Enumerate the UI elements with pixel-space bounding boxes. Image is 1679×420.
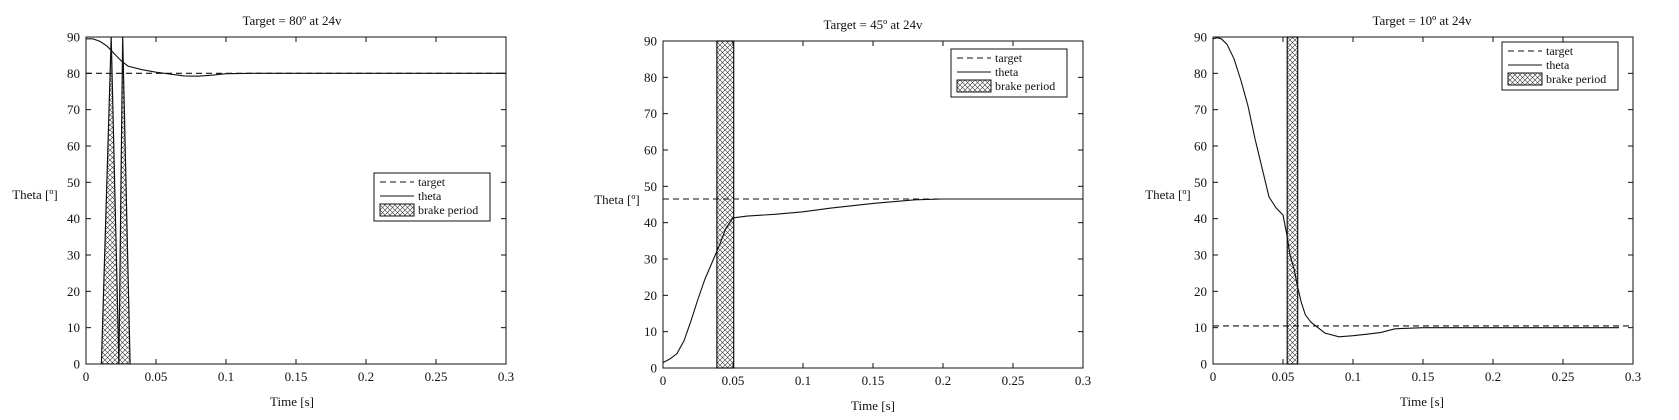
- theta-line: [1213, 37, 1619, 338]
- legend-swatch-brake: [1507, 72, 1543, 86]
- x-tick-label: 0.15: [285, 369, 308, 384]
- chart-3-plot-area: 0 0.05 0.1 0.15 0.2 0.25 0.3 0 10 20 30 40 50 60 70 80 9…: [1194, 30, 1641, 385]
- theta-line: [86, 38, 506, 77]
- y-tick-label: 90: [67, 30, 80, 45]
- legend-swatch-brake: [956, 79, 992, 93]
- legend-label: target: [418, 175, 446, 189]
- x-tick-label: 0: [1210, 369, 1217, 384]
- chart-1-xlabel: Time [s]: [270, 394, 314, 409]
- chart-1-plot-area: 0 0.05 0.1 0.15 0.2 0.25 0.3 0 10 20 30 40 50 60 70 80 9…: [67, 30, 514, 385]
- brake-period-pulse: [100, 37, 120, 364]
- brake-period-bar: [716, 40, 735, 369]
- y-tick-label: 70: [67, 102, 80, 117]
- x-tick-label: 0.25: [1552, 369, 1575, 384]
- y-tick-label: 80: [67, 66, 80, 81]
- x-tick-label: 0.25: [1002, 373, 1025, 388]
- chart-2-xlabel: Time [s]: [851, 398, 895, 413]
- legend-label: target: [1546, 44, 1574, 58]
- x-tick-label: 0.05: [722, 373, 745, 388]
- y-tick-label: 0: [651, 361, 658, 376]
- chart-3-xlabel: Time [s]: [1400, 394, 1444, 409]
- x-tick-label: 0.3: [498, 369, 514, 384]
- y-tick-label: 20: [1194, 284, 1207, 299]
- y-tick-label: 30: [67, 248, 80, 263]
- y-tick-label: 40: [644, 215, 657, 230]
- y-tick-label: 50: [1194, 175, 1207, 190]
- chart-panel-3: Target = 10º at 24v Theta [º] Time [s] 0…: [1145, 13, 1641, 409]
- x-tick-label: 0.25: [425, 369, 448, 384]
- x-tick-label: 0.1: [1345, 369, 1361, 384]
- y-tick-label: 10: [1194, 320, 1207, 335]
- x-tick-label: 0.1: [218, 369, 234, 384]
- y-tick-label: 70: [644, 106, 657, 121]
- y-tick-label: 80: [1194, 66, 1207, 81]
- theta-line: [663, 198, 1083, 364]
- chart-2-title: Target = 45º at 24v: [823, 17, 923, 32]
- legend-box: [950, 48, 1068, 98]
- chart-panel-1: Target = 80º at 24v Theta [º] Time [s] 0…: [12, 13, 514, 409]
- y-tick-label: 80: [644, 70, 657, 85]
- y-tick-label: 40: [1194, 211, 1207, 226]
- y-tick-label: 60: [644, 143, 657, 158]
- chart-3-title: Target = 10º at 24v: [1372, 13, 1472, 28]
- y-tick-label: 70: [1194, 102, 1207, 117]
- y-tick-label: 60: [1194, 139, 1207, 154]
- y-tick-label: 50: [644, 179, 657, 194]
- x-tick-label: 0.2: [1485, 369, 1501, 384]
- x-tick-label: 0.05: [1272, 369, 1295, 384]
- chart-2-ylabel: Theta [º]: [594, 192, 640, 207]
- x-tick-label: 0.15: [1412, 369, 1435, 384]
- legend-label: brake period: [1546, 72, 1606, 86]
- y-tick-label: 10: [67, 320, 80, 335]
- x-tick-label: 0.05: [145, 369, 168, 384]
- y-tick-label: 50: [67, 175, 80, 190]
- y-tick-label: 20: [644, 288, 657, 303]
- y-tick-label: 20: [67, 284, 80, 299]
- legend-label: theta: [995, 65, 1019, 79]
- x-tick-label: 0.1: [795, 373, 811, 388]
- x-tick-label: 0.2: [935, 373, 951, 388]
- x-tick-label: 0.15: [862, 373, 885, 388]
- y-tick-label: 30: [644, 252, 657, 267]
- x-tick-label: 0.2: [358, 369, 374, 384]
- y-tick-label: 40: [67, 211, 80, 226]
- brake-period-bar: [1286, 36, 1299, 365]
- x-tick-label: 0.3: [1075, 373, 1091, 388]
- legend-label: brake period: [418, 203, 478, 217]
- y-tick-label: 30: [1194, 248, 1207, 263]
- legend-label: brake period: [995, 79, 1055, 93]
- y-tick-label: 0: [74, 357, 81, 372]
- chart-3-ylabel: Theta [º]: [1145, 187, 1191, 202]
- brake-period-pulse: [118, 37, 131, 364]
- legend-swatch-brake: [379, 203, 415, 217]
- y-tick-label: 90: [644, 34, 657, 49]
- y-tick-label: 0: [1201, 357, 1208, 372]
- chart-2-plot-area: 0 0.05 0.1 0.15 0.2 0.25 0.3 0 10 20 30 40 50 60 70 80 9…: [644, 34, 1091, 389]
- legend-label: theta: [418, 189, 442, 203]
- chart-panel-2: Target = 45º at 24v Theta [º] Time [s] 0…: [594, 17, 1091, 413]
- x-tick-label: 0.3: [1625, 369, 1641, 384]
- x-tick-label: 0: [83, 369, 90, 384]
- x-tick-label: 0: [660, 373, 667, 388]
- y-tick-label: 60: [67, 139, 80, 154]
- y-tick-label: 90: [1194, 30, 1207, 45]
- legend-label: theta: [1546, 58, 1570, 72]
- y-tick-label: 10: [644, 324, 657, 339]
- legend-label: target: [995, 51, 1023, 65]
- chart-1-ylabel: Theta [º]: [12, 187, 58, 202]
- chart-1-title: Target = 80º at 24v: [242, 13, 342, 28]
